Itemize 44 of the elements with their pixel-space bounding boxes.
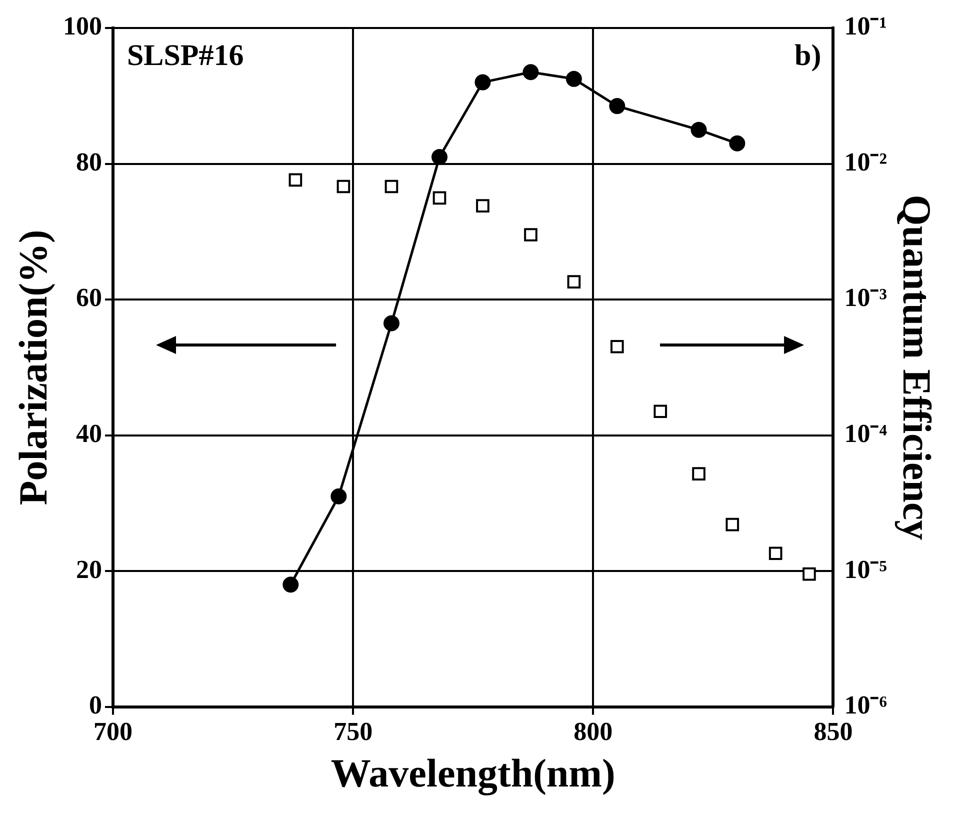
y2-tick-label: 10⁻³: [844, 283, 888, 312]
point: [476, 199, 490, 212]
point: [610, 340, 624, 354]
point: [690, 122, 707, 138]
point: [431, 148, 448, 165]
point: [432, 191, 446, 205]
x-tick-label: 750: [334, 717, 373, 746]
y-tick-label: 100: [63, 12, 102, 41]
y-axis-title: Polarization(%): [10, 230, 56, 506]
y-tick-label: 0: [89, 690, 102, 720]
x-tick-label: 700: [94, 717, 132, 746]
point: [726, 518, 740, 532]
y2-tick-label: 10⁻⁵: [844, 554, 888, 584]
y-tick-label: 80: [76, 147, 102, 176]
point: [609, 98, 626, 114]
point: [729, 135, 746, 152]
point: [288, 173, 302, 187]
point: [330, 488, 347, 504]
point: [802, 567, 816, 581]
point: [654, 404, 668, 418]
point: [567, 275, 581, 288]
x-axis-title: Wavelength(nm): [330, 750, 616, 796]
x-tick-label: 800: [574, 717, 613, 746]
point: [566, 70, 582, 87]
annotation: b): [794, 38, 822, 72]
point: [282, 576, 299, 593]
point: [768, 546, 782, 560]
x-tick-label: 850: [814, 717, 853, 746]
y2-tick-label: 10⁻⁴: [844, 419, 888, 448]
y2-tick-label: 10⁻¹: [844, 12, 887, 41]
point: [383, 315, 400, 332]
point: [384, 180, 398, 194]
y-tick-label: 60: [76, 283, 102, 312]
point: [336, 180, 350, 194]
y2-axis-title: Quantum Efficiency: [894, 194, 940, 540]
y-tick-label: 40: [76, 419, 102, 448]
point: [692, 467, 706, 480]
point: [524, 228, 538, 242]
annotation: SLSP#16: [127, 38, 244, 72]
y2-tick-label: 10⁻⁶: [844, 690, 888, 720]
point: [522, 64, 539, 80]
y2-tick-label: 10⁻²: [844, 147, 888, 176]
y-tick-label: 20: [76, 554, 102, 584]
point: [474, 74, 491, 90]
